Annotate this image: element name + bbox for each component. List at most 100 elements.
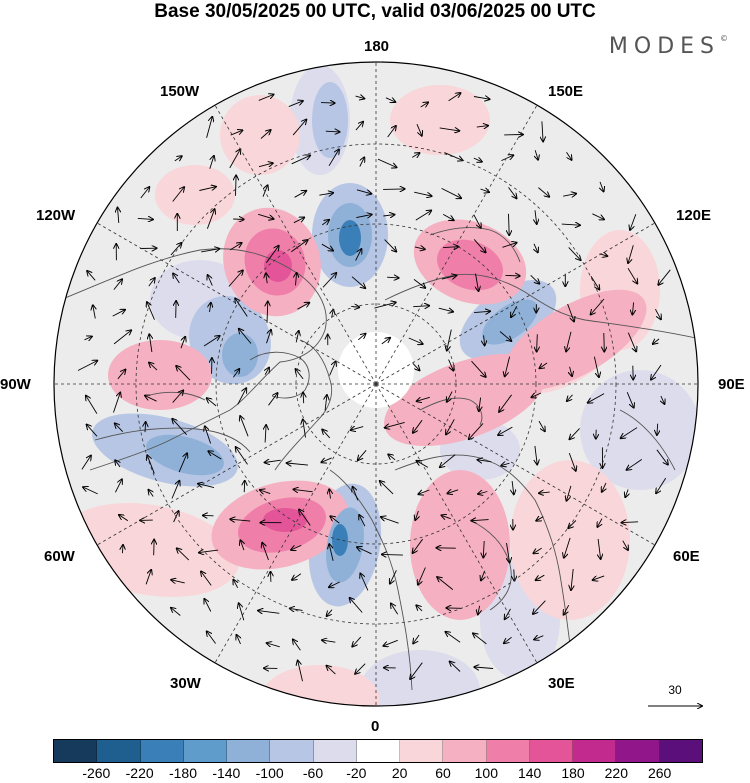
wind-vector: [93, 305, 96, 319]
wind-vector: [303, 420, 306, 438]
wind-vector: [505, 275, 519, 276]
wind-vector: [438, 308, 453, 312]
wind-vector: [447, 490, 459, 494]
wind-vector: [538, 187, 549, 197]
wind-vector: [260, 490, 271, 494]
wind-vector: [418, 489, 430, 494]
wind-vector: [473, 158, 482, 162]
wind-vector: [533, 547, 542, 553]
wind-vector: [448, 93, 461, 102]
colorbar-cell: [227, 740, 271, 762]
wind-vector: [507, 542, 510, 562]
wind-vector: [170, 243, 182, 256]
wind-vector: [534, 243, 538, 253]
wind-vector: [119, 515, 129, 522]
wind-vector: [322, 640, 336, 642]
wind-vector: [199, 550, 219, 553]
wind-vector: [325, 131, 340, 132]
wind-vector: [415, 510, 418, 520]
wind-vector: [542, 121, 543, 141]
negative-anomaly: [339, 220, 361, 256]
colorbar-tick-label: 220: [604, 765, 629, 781]
wind-vector: [233, 580, 237, 589]
wind-vector: [593, 356, 599, 377]
wind-vector: [416, 124, 422, 136]
wind-vector: [535, 445, 537, 465]
wind-vector: [508, 187, 517, 198]
wind-vector: [266, 330, 272, 344]
positive-anomaly: [410, 470, 510, 620]
wind-vector: [140, 187, 150, 199]
wind-vector: [567, 303, 574, 321]
wind-vector: [627, 267, 637, 283]
wind-vector: [114, 479, 122, 493]
wind-vector: [149, 363, 158, 371]
wind-vector: [327, 666, 336, 675]
wind-vector: [268, 393, 278, 406]
wind-vector: [540, 362, 548, 368]
wind-vector: [473, 239, 485, 252]
wind-vector: [446, 632, 461, 643]
wind-vector: [484, 335, 485, 345]
wind-vector: [447, 329, 452, 351]
positive-anomaly: [108, 340, 212, 410]
wind-vector: [568, 247, 581, 260]
wind-vector: [511, 305, 518, 317]
wind-vector: [597, 518, 602, 527]
wind-vector: [117, 370, 126, 380]
colorbar-tick-label: 260: [647, 765, 672, 781]
wind-vector: [385, 98, 395, 102]
wind-vector: [447, 391, 453, 402]
wind-vector: [171, 608, 181, 616]
wind-vector: [418, 567, 426, 585]
wind-vector: [239, 329, 252, 344]
wind-vector: [208, 451, 222, 460]
positive-anomaly: [263, 508, 307, 532]
wind-vector: [296, 331, 299, 343]
wind-vector: [288, 101, 303, 108]
wind-vector: [258, 95, 274, 101]
wind-vector: [356, 189, 371, 194]
wind-vector: [352, 636, 362, 647]
wind-vector: [359, 515, 366, 527]
wind-vector: [478, 492, 488, 495]
negative-anomaly: [482, 299, 538, 345]
wind-vector: [147, 302, 155, 320]
wind-vector: [380, 481, 394, 495]
wind-vector: [172, 391, 184, 403]
wind-vector: [171, 481, 179, 499]
wind-vector: [329, 544, 334, 561]
wind-vector: [237, 388, 247, 405]
wind-vector: [172, 187, 184, 202]
colorbar-cell: [270, 740, 314, 762]
negative-anomaly: [360, 650, 480, 706]
wind-vector: [329, 489, 330, 499]
wind-vector: [412, 362, 420, 370]
wind-vector: [381, 338, 390, 345]
wind-vector: [568, 520, 577, 529]
wind-vector: [293, 218, 304, 224]
colorbar-cell: [183, 740, 228, 762]
lon-label-120w: 120W: [36, 207, 76, 224]
wind-vector: [240, 416, 249, 437]
wind-vector: [632, 302, 633, 314]
brand-logo: MODES©: [608, 34, 728, 59]
wind-vector: [303, 393, 304, 404]
map-boundary: [53, 61, 699, 707]
wind-vector: [478, 605, 480, 615]
wind-vector: [228, 271, 243, 287]
wind-vector: [480, 189, 490, 192]
wind-vector: [416, 605, 423, 612]
wind-vector: [539, 492, 550, 493]
wind-vector: [178, 453, 187, 473]
wind-vector: [651, 364, 662, 380]
wind-vector: [204, 599, 212, 612]
wind-vector: [590, 275, 599, 289]
wind-vector: [383, 215, 394, 216]
wind-vector: [355, 122, 363, 131]
wind-vectors: [77, 93, 671, 682]
wind-vector: [355, 249, 362, 261]
wind-vector: [535, 150, 538, 159]
wind-vector: [481, 570, 485, 581]
wind-vector: [627, 332, 636, 352]
